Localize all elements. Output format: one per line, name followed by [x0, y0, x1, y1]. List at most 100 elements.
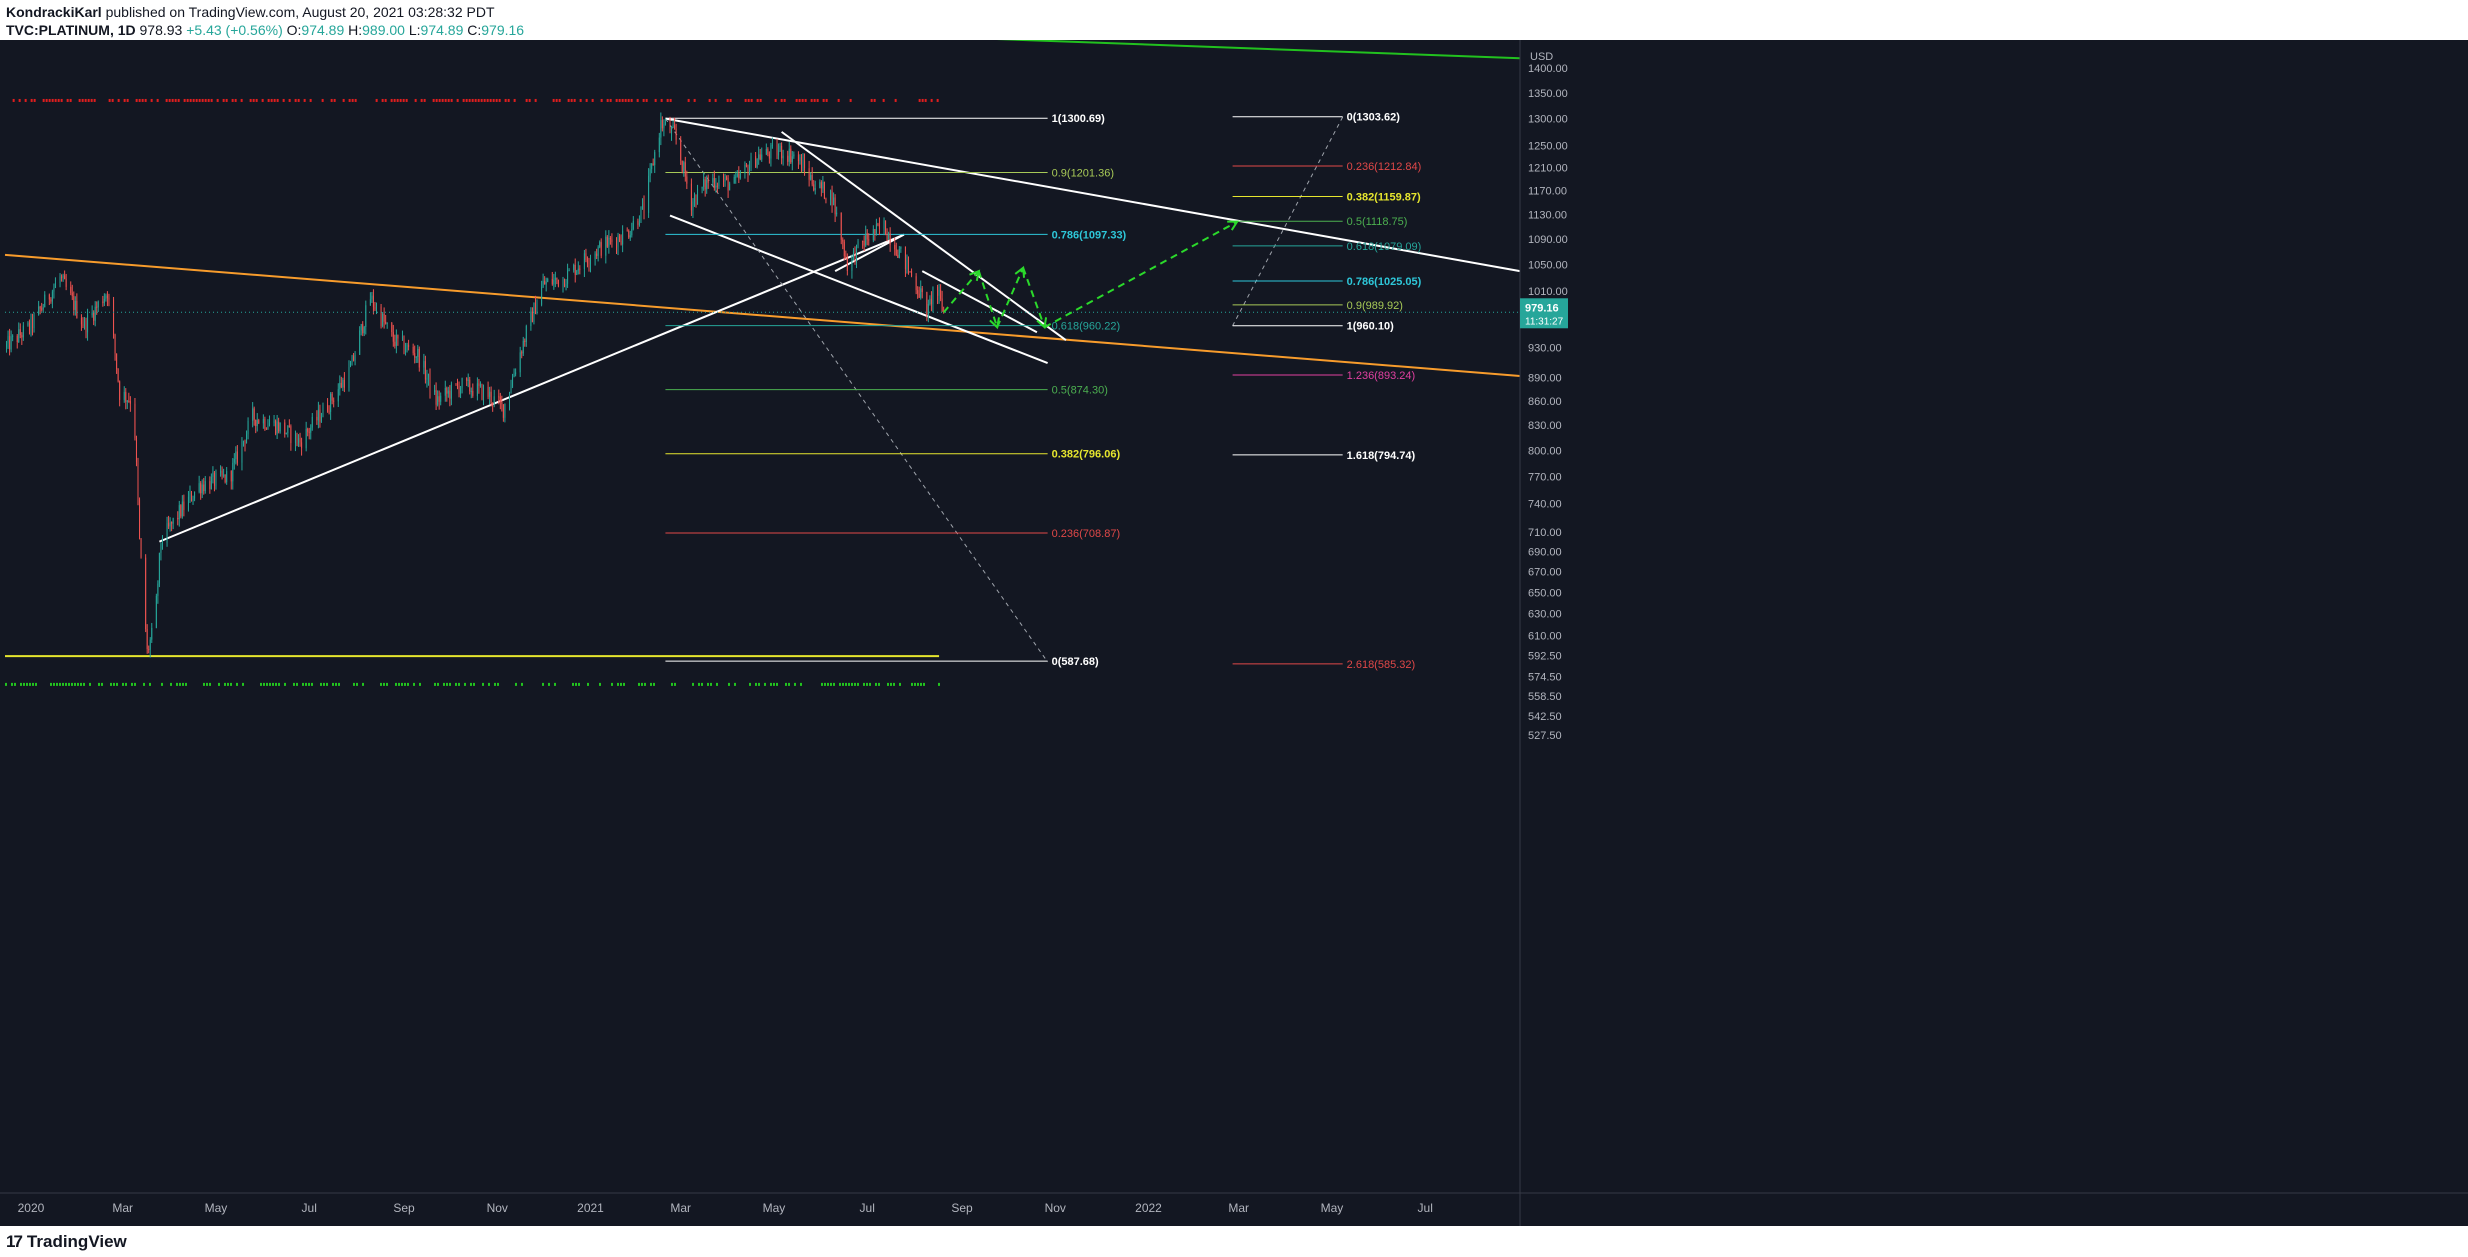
candle-body[interactable]	[140, 538, 142, 558]
candle-body[interactable]	[544, 280, 546, 285]
candle-body[interactable]	[588, 263, 590, 265]
candle-body[interactable]	[868, 239, 870, 241]
candle-body[interactable]	[487, 386, 489, 397]
candle-body[interactable]	[845, 256, 847, 259]
candle-body[interactable]	[139, 499, 141, 539]
candle-body[interactable]	[718, 180, 720, 187]
candle-body[interactable]	[651, 163, 653, 170]
candle-body[interactable]	[504, 403, 506, 418]
candle-body[interactable]	[900, 246, 902, 249]
trendline-wedge-bottom[interactable]	[834, 233, 905, 272]
candle-body[interactable]	[342, 379, 344, 388]
candle-body[interactable]	[371, 295, 373, 300]
candle-body[interactable]	[6, 343, 8, 348]
candle-body[interactable]	[137, 461, 139, 500]
candle-body[interactable]	[605, 236, 607, 256]
candle-body[interactable]	[230, 471, 232, 482]
candle-body[interactable]	[515, 372, 517, 375]
candle-body[interactable]	[215, 472, 217, 486]
candle-body[interactable]	[113, 299, 115, 335]
candle-body[interactable]	[637, 220, 639, 225]
candle-body[interactable]	[198, 483, 200, 492]
candle-body[interactable]	[854, 250, 856, 263]
candle-body[interactable]	[907, 259, 909, 272]
candle-body[interactable]	[747, 166, 749, 176]
candle-body[interactable]	[284, 422, 286, 435]
candle-body[interactable]	[521, 352, 523, 354]
candle-body[interactable]	[129, 400, 131, 404]
candle-body[interactable]	[177, 517, 179, 520]
candle-body[interactable]	[360, 324, 362, 331]
candle-body[interactable]	[875, 224, 877, 234]
candle-body[interactable]	[328, 411, 330, 413]
candle-body[interactable]	[661, 120, 663, 129]
candle-body[interactable]	[787, 155, 789, 162]
candle-body[interactable]	[469, 379, 471, 392]
candle-body[interactable]	[684, 162, 686, 177]
candle-body[interactable]	[926, 292, 928, 315]
candle-body[interactable]	[609, 237, 611, 240]
candle-body[interactable]	[921, 288, 923, 293]
candle-body[interactable]	[813, 184, 815, 191]
candle-body[interactable]	[579, 268, 581, 270]
candle-body[interactable]	[632, 220, 634, 229]
candle-body[interactable]	[791, 156, 793, 163]
candle-body[interactable]	[929, 298, 931, 305]
candle-body[interactable]	[531, 311, 533, 323]
candle-body[interactable]	[327, 404, 329, 412]
tradingview-logo[interactable]: 17 TradingView	[6, 1232, 127, 1252]
candle-body[interactable]	[758, 154, 760, 159]
trendline-orange-support[interactable]	[4, 253, 1521, 377]
candle-body[interactable]	[820, 182, 822, 189]
candle-body[interactable]	[32, 317, 34, 329]
candle-body[interactable]	[686, 176, 688, 184]
candle-body[interactable]	[712, 178, 714, 183]
candle-body[interactable]	[825, 198, 827, 200]
candle-body[interactable]	[181, 501, 183, 517]
candle-body[interactable]	[74, 300, 76, 310]
candle-body[interactable]	[65, 279, 67, 287]
candle-body[interactable]	[586, 259, 588, 264]
trendline-green-long-term[interactable]	[627, 40, 1521, 60]
candle-body[interactable]	[502, 404, 504, 418]
candle-body[interactable]	[212, 472, 214, 477]
candle-body[interactable]	[574, 264, 576, 275]
candle-body[interactable]	[169, 522, 171, 527]
candle-body[interactable]	[608, 237, 610, 247]
candle-body[interactable]	[76, 300, 78, 318]
candle-body[interactable]	[930, 298, 932, 305]
candle-body[interactable]	[863, 241, 865, 246]
candle-body[interactable]	[423, 361, 425, 368]
trendline-wedge-top[interactable]	[781, 131, 1067, 341]
candle-body[interactable]	[522, 340, 524, 354]
candle-body[interactable]	[397, 334, 399, 339]
candle-body[interactable]	[340, 382, 342, 388]
projection-segment[interactable]	[1044, 220, 1238, 329]
candle-body[interactable]	[830, 190, 832, 200]
candle-body[interactable]	[814, 188, 816, 191]
candle-body[interactable]	[189, 492, 191, 497]
trendline-rising-support[interactable]	[159, 233, 905, 543]
candle-body[interactable]	[246, 434, 248, 444]
candle-body[interactable]	[483, 386, 485, 400]
candle-body[interactable]	[385, 321, 387, 324]
candle-body[interactable]	[429, 373, 431, 393]
candle-body[interactable]	[654, 152, 656, 166]
candle-body[interactable]	[256, 420, 258, 427]
candle-body[interactable]	[865, 233, 867, 246]
candle-body[interactable]	[83, 320, 85, 327]
candle-body[interactable]	[802, 160, 804, 171]
candle-body[interactable]	[168, 523, 170, 527]
candle-body[interactable]	[362, 324, 364, 334]
candle-body[interactable]	[492, 402, 494, 404]
candle-body[interactable]	[265, 428, 267, 430]
candle-body[interactable]	[649, 169, 651, 176]
candle-body[interactable]	[672, 125, 674, 128]
candle-body[interactable]	[426, 377, 428, 380]
candle-body[interactable]	[97, 301, 99, 308]
candle-body[interactable]	[726, 177, 728, 179]
candle-body[interactable]	[878, 224, 880, 229]
candle-body[interactable]	[906, 259, 908, 270]
candle-body[interactable]	[363, 327, 365, 334]
trendline-fib-diagonal-1[interactable]	[665, 118, 1049, 663]
